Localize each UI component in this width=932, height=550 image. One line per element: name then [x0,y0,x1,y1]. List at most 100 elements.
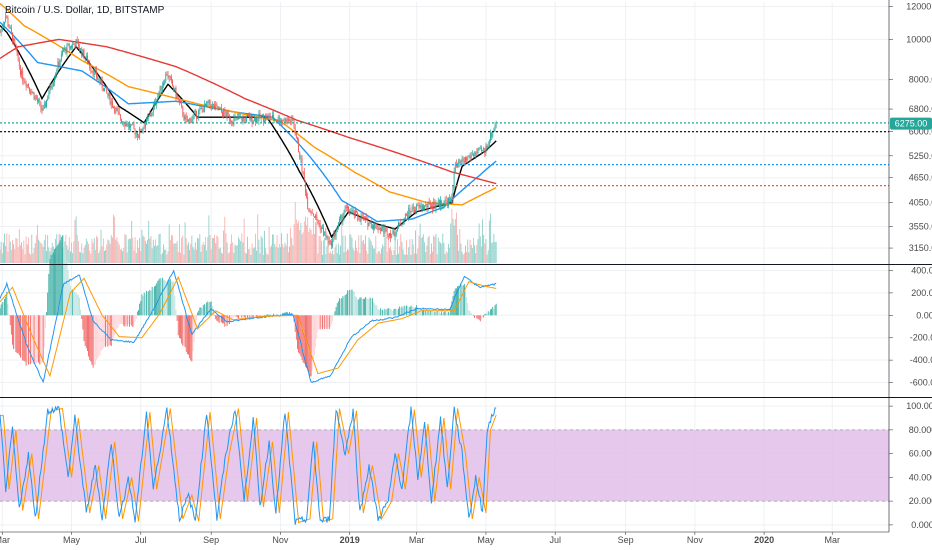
candle-body[interactable] [320,227,322,230]
candle-body[interactable] [347,206,348,208]
stochastic-pane[interactable] [0,405,889,525]
candle-body[interactable] [267,115,269,120]
candle-body[interactable] [76,39,78,42]
candle-body[interactable] [259,113,261,118]
candle-body[interactable] [31,92,33,94]
candle-body[interactable] [208,99,210,104]
candle-body[interactable] [96,70,97,78]
candle-body[interactable] [185,116,187,120]
candle-body[interactable] [81,48,83,56]
candle-body[interactable] [390,232,391,238]
candle-body[interactable] [64,47,66,51]
candle-body[interactable] [425,204,427,206]
candle-body[interactable] [468,156,470,158]
candle-body[interactable] [60,53,62,61]
candle-body[interactable] [58,61,60,66]
candle-body[interactable] [37,99,38,102]
candle-body[interactable] [437,199,439,206]
candle-body[interactable] [391,234,393,238]
candle-body[interactable] [401,224,403,226]
candle-body[interactable] [63,50,64,52]
candle-body[interactable] [480,147,482,151]
candle-body[interactable] [180,101,181,104]
candle-body[interactable] [383,226,385,234]
candle-body[interactable] [431,205,432,209]
candle-body[interactable] [440,200,441,207]
candle-body[interactable] [302,171,304,173]
candle-body[interactable] [93,70,95,76]
candle-body[interactable] [289,120,290,122]
candle-body[interactable] [32,92,34,93]
candle-body[interactable] [193,112,195,116]
candle-body[interactable] [303,172,305,181]
candle-body[interactable] [30,90,32,94]
candle-body[interactable] [136,132,138,137]
candle-body[interactable] [59,60,61,66]
candle-body[interactable] [226,112,228,118]
candle-body[interactable] [265,115,267,121]
candle-body[interactable] [365,217,366,219]
candle-body[interactable] [123,121,125,125]
candle-body[interactable] [207,101,209,104]
candle-body[interactable] [458,160,460,164]
candle-body[interactable] [382,226,384,229]
candle-body[interactable] [453,171,455,187]
candle-body[interactable] [343,212,345,217]
candle-body[interactable] [144,124,146,129]
candle-body[interactable] [201,108,203,109]
candle-body[interactable] [337,222,339,228]
candle-body[interactable] [494,125,496,130]
candle-body[interactable] [105,87,106,89]
candle-body[interactable] [293,120,295,128]
candle-body[interactable] [192,115,194,120]
candle-body[interactable] [154,101,155,107]
candle-body[interactable] [50,85,52,88]
candle-body[interactable] [253,117,255,121]
candle-body[interactable] [378,227,380,231]
candle-body[interactable] [452,186,454,201]
horizontal-levels[interactable] [0,122,889,187]
candle-body[interactable] [173,86,175,91]
candle-body[interactable] [467,157,469,160]
candle-body[interactable] [429,202,431,209]
candle-body[interactable] [77,41,79,49]
candle-body[interactable] [135,132,137,135]
candle-body[interactable] [377,229,379,231]
candle-body[interactable] [483,148,485,151]
candle-body[interactable] [242,118,244,122]
candle-body[interactable] [172,80,173,87]
candle-body[interactable] [407,214,409,219]
candle-body[interactable] [323,227,324,236]
candle-body[interactable] [218,108,220,110]
candle-body[interactable] [470,155,472,159]
candle-body[interactable] [352,210,354,211]
candle-body[interactable] [209,99,211,105]
candle-body[interactable] [416,205,418,211]
candle-body[interactable] [26,84,28,87]
candle-body[interactable] [177,96,179,100]
candle-body[interactable] [263,114,264,122]
candle-body[interactable] [395,230,397,236]
candle-body[interactable] [107,92,109,96]
candle-body[interactable] [255,117,256,122]
candle-body[interactable] [213,104,214,105]
candle-body[interactable] [115,108,117,113]
candle-body[interactable] [273,114,275,120]
candle-body[interactable] [217,106,219,110]
candle-body[interactable] [235,117,237,118]
candle-body[interactable] [99,79,101,83]
candle-body[interactable] [327,236,329,243]
candle-body[interactable] [354,210,356,217]
candle-body[interactable] [414,209,415,212]
current-price-badge[interactable] [890,117,932,130]
candle-body[interactable] [247,115,248,117]
stochastic-k-line[interactable] [0,405,497,525]
candle-body[interactable] [410,211,412,213]
candle-body[interactable] [436,204,438,206]
candle-body[interactable] [74,44,76,48]
candle-body[interactable] [202,108,204,113]
candle-body[interactable] [360,215,362,222]
candle-body[interactable] [222,111,223,117]
candle-body[interactable] [409,208,411,213]
candle-body[interactable] [356,210,357,213]
